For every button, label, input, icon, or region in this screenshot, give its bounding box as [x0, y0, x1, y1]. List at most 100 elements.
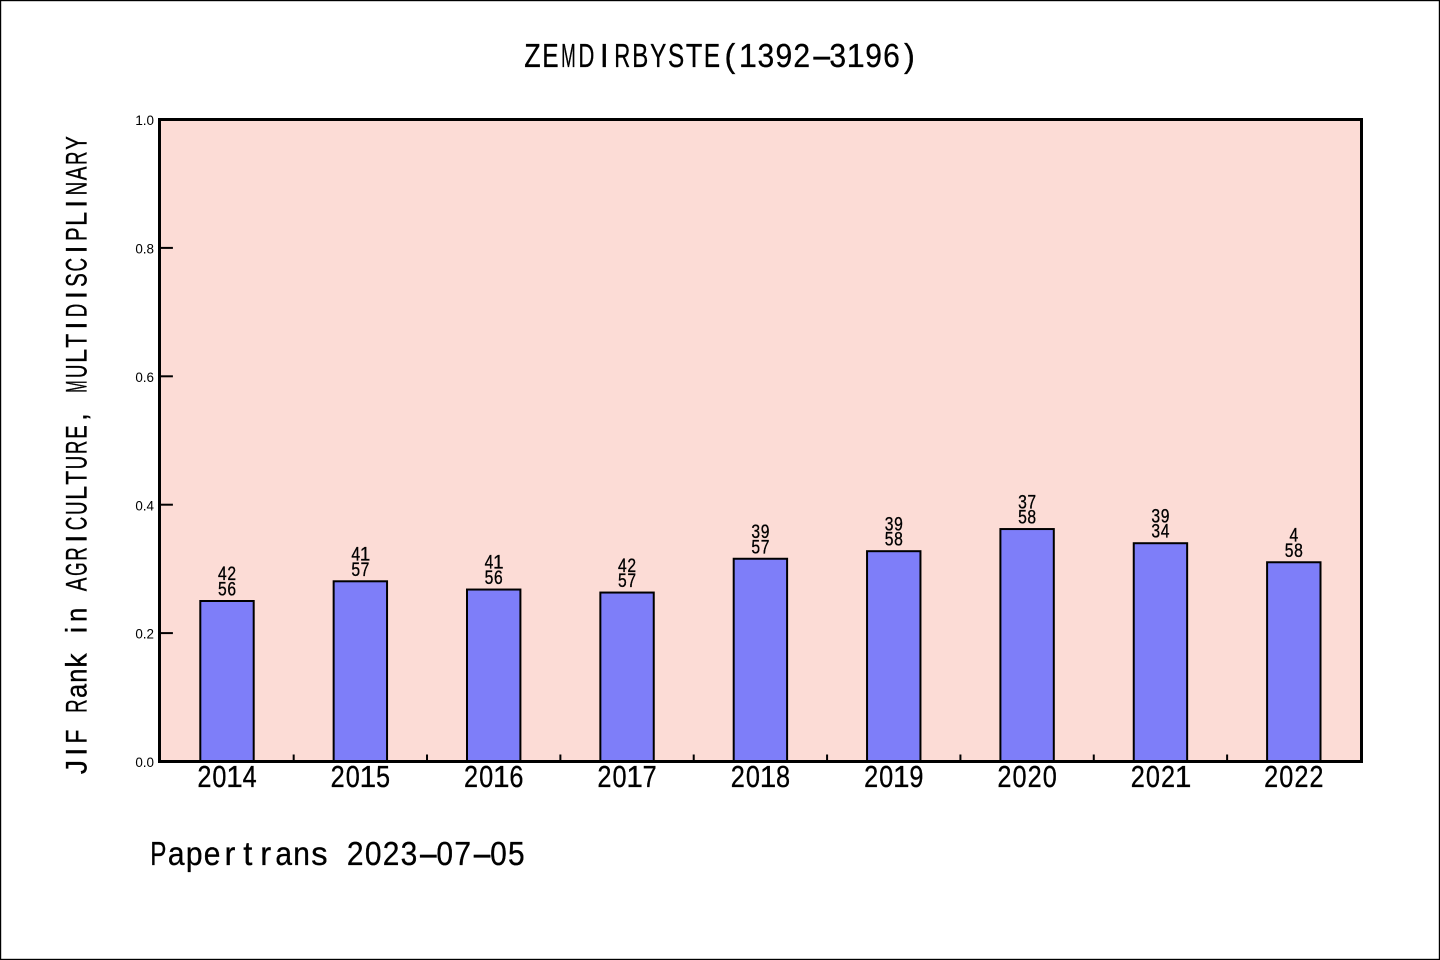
svg-text:T: T	[60, 471, 94, 485]
svg-text:R: R	[61, 151, 93, 165]
svg-text:U: U	[61, 456, 93, 470]
svg-text:I: I	[61, 322, 93, 330]
svg-text:Y: Y	[650, 38, 666, 75]
svg-text:9: 9	[775, 36, 792, 74]
svg-text:,: ,	[61, 413, 93, 421]
svg-text:2: 2	[1264, 760, 1278, 794]
svg-text:7: 7	[454, 834, 471, 872]
svg-text:1: 1	[847, 37, 865, 75]
svg-text:I: I	[61, 246, 93, 254]
svg-text:r: r	[260, 836, 271, 874]
svg-text:G: G	[61, 562, 94, 575]
svg-text:.: .	[143, 240, 147, 256]
svg-text:L: L	[60, 486, 93, 500]
svg-text:2: 2	[1309, 760, 1323, 794]
svg-text:.: .	[143, 369, 147, 385]
svg-text:N: N	[61, 182, 93, 196]
svg-text:0: 0	[436, 834, 453, 872]
svg-text:.: .	[143, 625, 147, 641]
svg-text:C: C	[61, 517, 93, 531]
svg-text:8: 8	[1027, 506, 1036, 528]
svg-text:E: E	[704, 38, 720, 75]
svg-text:2: 2	[1161, 760, 1175, 794]
svg-text:U: U	[61, 501, 93, 515]
svg-text:(: (	[725, 37, 736, 75]
svg-text:0: 0	[490, 834, 507, 872]
svg-text:M: M	[561, 37, 576, 75]
svg-text:7: 7	[1027, 491, 1036, 513]
svg-text:6: 6	[509, 760, 523, 794]
svg-text:R: R	[61, 441, 93, 455]
svg-text:J: J	[61, 760, 93, 774]
svg-text:7: 7	[361, 558, 370, 580]
svg-text:2: 2	[627, 554, 636, 576]
svg-text:2: 2	[597, 760, 611, 794]
svg-text:5: 5	[751, 536, 760, 558]
svg-text:4: 4	[618, 554, 627, 576]
svg-text:0: 0	[135, 240, 143, 256]
svg-text:A: A	[61, 578, 94, 592]
svg-text:8: 8	[776, 760, 790, 794]
svg-text:4: 4	[243, 760, 257, 794]
svg-text:8: 8	[147, 240, 155, 256]
svg-text:7: 7	[761, 536, 770, 558]
svg-text:2: 2	[347, 834, 364, 872]
svg-text:-: -	[417, 835, 439, 873]
svg-text:M: M	[60, 380, 93, 392]
svg-text:6: 6	[883, 36, 900, 74]
svg-text:0: 0	[612, 760, 626, 794]
svg-text:0: 0	[879, 760, 893, 794]
svg-text:3: 3	[1018, 491, 1027, 513]
svg-text:0: 0	[746, 760, 760, 794]
svg-text:5: 5	[1018, 506, 1027, 528]
svg-text:5: 5	[485, 566, 494, 588]
svg-text:1: 1	[226, 761, 243, 794]
svg-text:I: I	[61, 535, 93, 543]
svg-text:C: C	[61, 258, 93, 272]
svg-text:0: 0	[1146, 760, 1160, 794]
svg-text:n: n	[293, 834, 310, 872]
svg-text:n: n	[60, 669, 93, 683]
svg-text:k: k	[61, 653, 93, 668]
svg-text:5: 5	[508, 834, 525, 872]
svg-text:-: -	[811, 37, 833, 74]
svg-text:1: 1	[626, 761, 643, 794]
svg-text:0: 0	[147, 112, 155, 128]
svg-text:I: I	[61, 748, 93, 756]
svg-text:F: F	[60, 730, 94, 744]
svg-text:1: 1	[360, 761, 377, 794]
svg-text:6: 6	[494, 566, 503, 588]
svg-text:1: 1	[760, 761, 777, 794]
svg-text:2: 2	[383, 834, 400, 872]
svg-text:L: L	[60, 212, 93, 226]
svg-text:e: e	[204, 834, 221, 872]
svg-text:s: s	[311, 836, 327, 874]
svg-text:a: a	[168, 834, 185, 872]
svg-text:R: R	[614, 38, 630, 76]
svg-text:0: 0	[1013, 760, 1027, 794]
svg-text:1: 1	[893, 761, 910, 794]
svg-text:9: 9	[1161, 505, 1170, 527]
svg-text:U: U	[61, 365, 93, 379]
svg-text:): )	[904, 37, 915, 75]
svg-text:8: 8	[1294, 539, 1303, 561]
svg-text:5: 5	[885, 528, 894, 550]
svg-text:E: E	[61, 425, 94, 439]
svg-text:0: 0	[346, 760, 360, 794]
svg-text:2: 2	[147, 625, 154, 641]
svg-text:0: 0	[135, 754, 143, 770]
svg-text:2: 2	[464, 760, 478, 794]
svg-text:I: I	[61, 291, 93, 299]
svg-text:2: 2	[731, 760, 745, 794]
svg-text:3: 3	[401, 834, 418, 872]
svg-text:B: B	[632, 38, 648, 75]
svg-text:T: T	[686, 38, 702, 74]
svg-text:.: .	[143, 112, 147, 128]
svg-text:2: 2	[331, 760, 345, 794]
svg-text:2: 2	[197, 760, 211, 794]
svg-text:5: 5	[618, 569, 627, 591]
svg-text:R: R	[61, 547, 93, 561]
svg-text:2: 2	[1028, 760, 1042, 794]
svg-text:S: S	[668, 38, 684, 75]
svg-text:4: 4	[218, 563, 227, 585]
